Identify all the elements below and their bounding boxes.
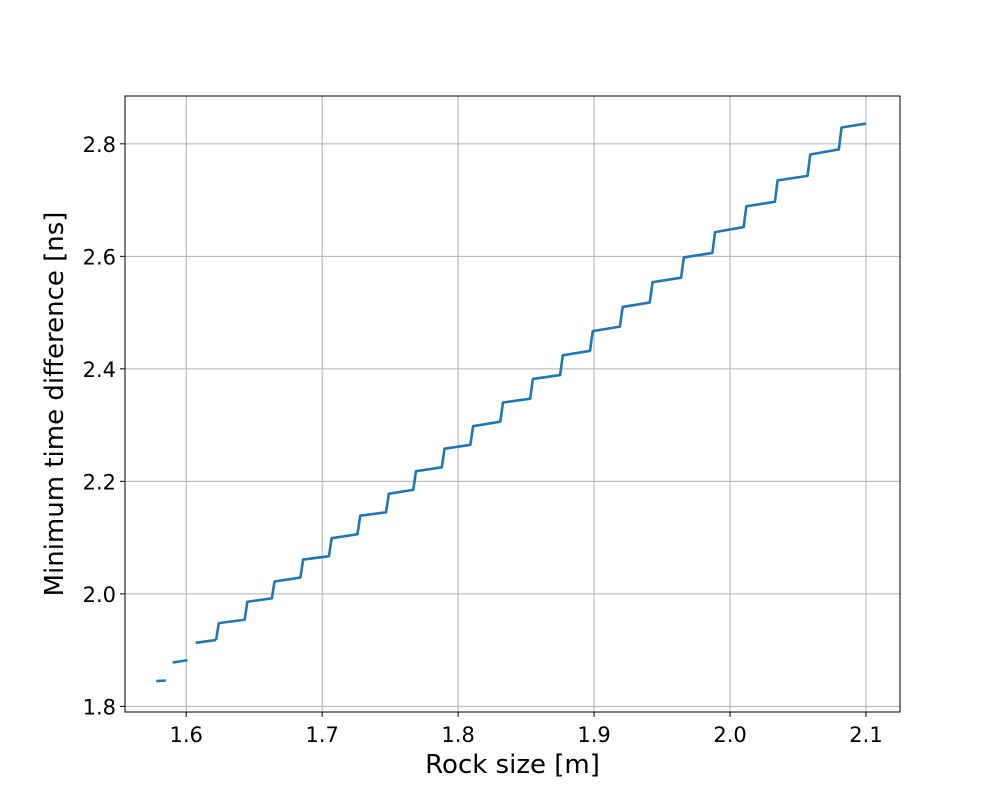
x-tick-label: 1.9 [577,723,610,747]
y-tick-label: 2.8 [83,133,116,157]
plot-area-background [125,96,900,712]
x-tick-label: 1.6 [169,723,202,747]
x-tick-label: 2.0 [713,723,746,747]
series-line-segment [156,679,166,683]
x-tick-label: 1.7 [305,723,338,747]
y-tick-label: 2.2 [83,470,116,494]
series-layer [156,122,867,683]
series-line-segment [172,658,188,664]
y-axis-label: Minimum time difference [ns] [40,212,70,597]
plot-area-frame [124,95,901,713]
x-tick-label: 2.1 [849,723,882,747]
x-axis-label: Rock size [m] [425,750,600,780]
grid-layer [125,96,900,712]
series-line-segment [214,122,867,641]
y-tick-label: 1.8 [83,695,116,719]
series-line-segment [195,638,217,645]
y-tick-label: 2.4 [83,358,116,382]
y-tick-label: 2.6 [83,245,116,269]
tick-layer: 1.6 1.7 1.8 1.9 2.0 2.1 1.8 2.0 2.2 2.4 2.6 2.8 [83,133,883,747]
x-tick-label: 1.8 [441,723,474,747]
y-tick-label: 2.0 [83,583,116,607]
